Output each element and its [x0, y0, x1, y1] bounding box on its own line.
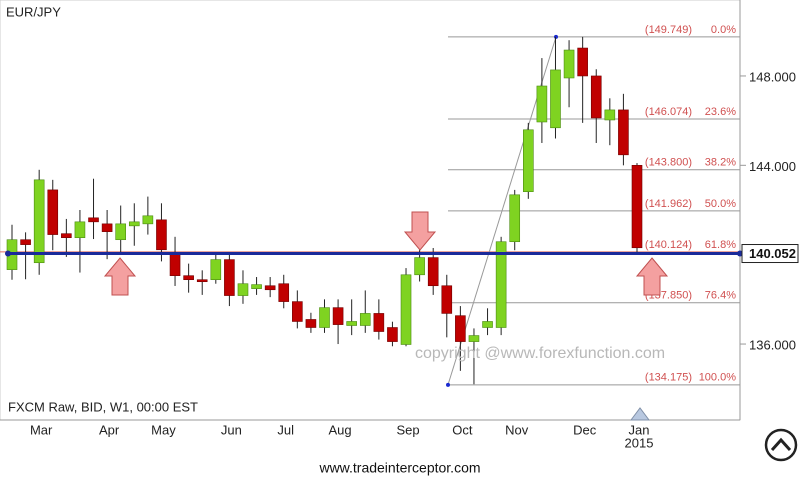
- candle-body: [427, 257, 439, 287]
- candle-body: [305, 319, 317, 328]
- candle-body: [156, 219, 167, 251]
- x-tick-label: Jul: [277, 422, 294, 437]
- time-marker: [630, 407, 650, 421]
- candle-body: [509, 194, 521, 243]
- candle-body: [590, 75, 602, 119]
- candle-body: [455, 315, 466, 342]
- candle-body: [414, 257, 425, 276]
- fibonacci: (149.749) 0.0% (146.074) 23.6% (143.800) 38.2…: [0, 24, 740, 387]
- last-price-box: [741, 244, 799, 264]
- candle-body: [604, 109, 616, 121]
- candle-body: [292, 301, 303, 322]
- candle-body: [523, 129, 534, 192]
- x-tick-label: Nov: [505, 422, 529, 437]
- up-arrow: [635, 257, 669, 296]
- candle-body: [468, 335, 480, 342]
- x-tick-label: Sep: [396, 422, 419, 437]
- candle-body: [115, 223, 126, 241]
- up-arrow: [103, 257, 137, 296]
- candle-body: [169, 253, 181, 276]
- grid: [740, 75, 746, 345]
- candle-body: [237, 283, 249, 296]
- x-tick-label: Apr: [99, 422, 120, 437]
- fib-pct-label: 38.2%: [705, 157, 736, 169]
- candle-body: [142, 215, 154, 225]
- candle-body: [536, 85, 548, 123]
- x-tick-label: Jun: [221, 422, 242, 437]
- candle-body: [346, 321, 357, 326]
- candle-body: [577, 47, 588, 77]
- plot-area: [0, 0, 741, 421]
- candle-body: [441, 285, 453, 314]
- candle-body: [88, 217, 99, 223]
- x-tick-label: Mar: [30, 422, 53, 437]
- subtitle: FXCM Raw, BID, W1, 00:00 EST: [8, 399, 198, 414]
- candle-body: [264, 285, 276, 291]
- candle-body: [332, 307, 344, 325]
- down-arrow: [403, 211, 437, 251]
- candle-body: [196, 279, 208, 283]
- x-tick-label: May: [151, 422, 176, 437]
- candle-body: [128, 221, 140, 227]
- y-tick-label: 136.000: [749, 337, 796, 352]
- fib-price-label: (149.749): [645, 24, 692, 36]
- fib-pct-label: 23.6%: [705, 106, 736, 118]
- last-price-dot: [5, 250, 11, 257]
- candle-body: [251, 284, 262, 289]
- fib-price-label: (134.175): [645, 372, 692, 384]
- candle-body: [482, 321, 493, 328]
- fib-pct-label: 61.8%: [705, 239, 736, 251]
- button-icon[interactable]: [770, 437, 792, 452]
- year-label: 2015: [625, 435, 654, 450]
- fib-anchor: [554, 34, 558, 39]
- fib-anchor: [446, 382, 450, 387]
- candle-body: [20, 239, 31, 245]
- fib-pct-label: 50.0%: [705, 198, 736, 210]
- candle-body: [495, 241, 507, 328]
- x-tick-label: Aug: [329, 422, 352, 437]
- footer: www.tradeinterceptor.com: [318, 460, 480, 476]
- candle-body: [224, 259, 235, 296]
- candle-body: [400, 274, 412, 345]
- y-tick-label: 148.000: [749, 69, 796, 84]
- button-circle[interactable]: [764, 428, 798, 462]
- x-tick-label: Jan: [629, 422, 650, 437]
- y-tick-label: 144.000: [749, 159, 796, 174]
- fib-price-label: (146.074): [645, 106, 692, 118]
- fib-pct-label: 76.4%: [705, 290, 736, 302]
- last-price-label: 140.052: [749, 246, 796, 261]
- watermark: copyright @www.forexfunction.com: [415, 345, 665, 362]
- candle-body: [101, 223, 113, 232]
- candle-body: [210, 259, 222, 281]
- chart-title: EUR/JPY: [6, 4, 61, 19]
- scroll-top-button[interactable]: [764, 428, 798, 462]
- x-tick-label: Oct: [452, 422, 473, 437]
- candle-body: [359, 313, 371, 326]
- candle-body: [563, 49, 575, 79]
- fib-price-label: (140.124): [645, 239, 692, 251]
- fib-price-label: (143.800): [645, 157, 692, 169]
- candle-body: [278, 283, 290, 302]
- candle-body: [319, 307, 330, 328]
- candle-body: [74, 221, 86, 239]
- candle-body: [618, 109, 629, 156]
- x-tick-label: Dec: [573, 422, 597, 437]
- fib-pct-label: 0.0%: [711, 24, 736, 36]
- fib-price-label: (141.962): [645, 198, 692, 210]
- candle-body: [550, 69, 561, 129]
- candle-body: [47, 189, 59, 235]
- candle-body: [61, 233, 72, 239]
- candle-body: [631, 165, 643, 249]
- candle-body: [183, 275, 194, 281]
- fib-pct-label: 100.0%: [699, 372, 737, 384]
- candle-body: [33, 179, 45, 264]
- candle-body: [387, 327, 398, 342]
- candle-body: [373, 313, 385, 332]
